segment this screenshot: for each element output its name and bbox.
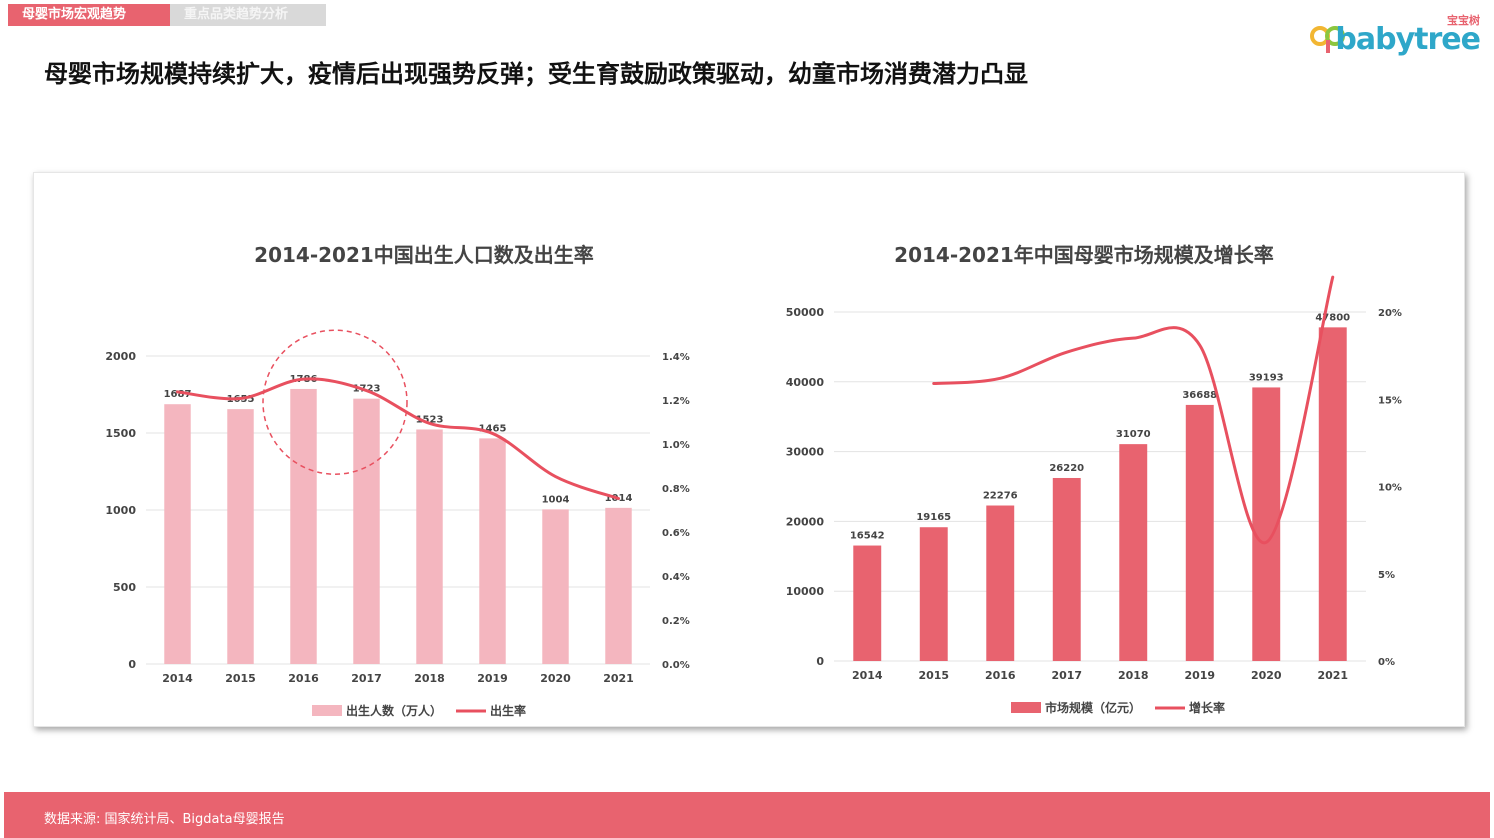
y-tick-right: 20% (1378, 308, 1402, 319)
rate-line (932, 275, 1335, 544)
bar (986, 505, 1015, 661)
legend-line-label: 出生率 (490, 703, 526, 718)
y-tick-left: 2000 (105, 350, 136, 363)
y-tick-right: 1.0% (662, 440, 690, 451)
y-tick-left: 50000 (786, 306, 825, 319)
bar (164, 404, 191, 664)
x-tick-label: 2016 (288, 672, 319, 685)
y-tick-left: 0 (816, 655, 824, 668)
tab-market-macro-trend[interactable]: 母婴市场宏观趋势 (8, 4, 173, 26)
bar (290, 388, 317, 664)
page-headline: 母婴市场规模持续扩大，疫情后出现强势反弹；受生育鼓励政策驱动，幼童市场消费潜力凸… (44, 60, 1028, 88)
rate-line (176, 377, 620, 501)
x-tick-label: 2017 (1051, 669, 1082, 682)
x-tick-label: 2021 (603, 672, 634, 685)
y-tick-right: 0% (1378, 657, 1395, 668)
bar-value-label: 26220 (1049, 463, 1084, 474)
logo-subtitle: 宝宝树 (1447, 14, 1480, 27)
bar (542, 509, 569, 664)
y-tick-left: 1000 (105, 504, 136, 517)
data-source: 数据来源: 国家统计局、Bigdata母婴报告 (44, 812, 285, 827)
y-tick-right: 15% (1378, 395, 1402, 406)
y-tick-left: 30000 (786, 446, 825, 459)
babytree-logo: 宝宝树 babytree (1310, 12, 1481, 57)
bar (1119, 444, 1148, 661)
highlight-circle (262, 329, 408, 475)
y-tick-right: 10% (1378, 483, 1402, 494)
market-chart: 0 10000 20000 30000 40000 50000 0% 5% 10% 15% 20% 1… (786, 275, 1402, 715)
x-tick-label: 2016 (985, 669, 1016, 682)
tree-icon (1310, 26, 1345, 53)
bar (479, 438, 506, 664)
bar (853, 545, 882, 661)
bar (605, 507, 632, 664)
x-tick-label: 2014 (162, 672, 193, 685)
y-tick-left: 10000 (786, 585, 825, 598)
x-tick-label: 2017 (351, 672, 382, 685)
bar-value-label: 1687 (164, 389, 192, 400)
y-tick-right: 1.4% (662, 352, 690, 363)
bar-value-label: 31070 (1116, 429, 1151, 440)
legend-bar-label: 出生人数（万人） (346, 703, 442, 718)
bar-value-label: 47800 (1315, 312, 1350, 323)
x-tick-label: 2020 (540, 672, 571, 685)
x-tick-label: 2015 (225, 672, 256, 685)
bar (919, 527, 948, 661)
y-tick-right: 1.2% (662, 396, 690, 407)
bar-value-label: 39193 (1249, 372, 1284, 383)
bar-value-label: 16542 (850, 531, 885, 542)
x-tick-label: 2018 (414, 672, 445, 685)
y-tick-left: 500 (113, 581, 136, 594)
x-tick-label: 2014 (852, 669, 883, 682)
y-tick-right: 0.2% (662, 616, 690, 627)
bar-value-label: 36688 (1182, 390, 1217, 401)
bar (1052, 477, 1081, 661)
y-tick-right: 0.8% (662, 484, 690, 495)
y-tick-left: 20000 (786, 515, 825, 528)
bar-value-label: 22276 (983, 491, 1018, 502)
footer-bar: 数据来源: 国家统计局、Bigdata母婴报告 (4, 792, 1490, 838)
bar-value-label: 1004 (542, 494, 570, 505)
chart-card: 2014-2021中国出生人口数及出生率 2014-2021年中国母婴市场规模及… (33, 172, 1465, 727)
x-tick-label: 2019 (477, 672, 508, 685)
bar (353, 398, 380, 664)
bar (1252, 387, 1281, 661)
bar (227, 409, 254, 664)
legend-bar-swatch (312, 705, 342, 716)
y-tick-right: 0.6% (662, 528, 690, 539)
legend-bar-label: 市场规模（亿元） (1045, 700, 1141, 715)
tab-key-category-trend[interactable]: 重点品类趋势分析 (170, 4, 326, 26)
legend-line-label: 增长率 (1189, 700, 1225, 715)
bar-value-label: 19165 (916, 512, 951, 523)
legend-bar-swatch (1011, 702, 1041, 713)
y-tick-left: 1500 (105, 427, 136, 440)
x-tick-label: 2021 (1317, 669, 1348, 682)
y-tick-left: 40000 (786, 376, 825, 389)
bar (416, 429, 443, 664)
y-tick-right: 0.0% (662, 660, 690, 671)
bar-value-label: 1523 (416, 414, 444, 425)
bar (1185, 404, 1214, 661)
x-tick-label: 2018 (1118, 669, 1149, 682)
chart-title-births: 2014-2021中国出生人口数及出生率 (254, 243, 594, 267)
x-tick-label: 2015 (918, 669, 949, 682)
x-tick-label: 2019 (1184, 669, 1215, 682)
y-tick-right: 0.4% (662, 572, 690, 583)
bar-value-label: 1465 (479, 423, 507, 434)
logo-text: babytree (1335, 22, 1481, 57)
x-tick-label: 2020 (1251, 669, 1282, 682)
y-tick-right: 5% (1378, 570, 1395, 581)
bar (1318, 327, 1347, 661)
chart-title-market: 2014-2021年中国母婴市场规模及增长率 (894, 243, 1274, 267)
y-tick-left: 0 (128, 658, 136, 671)
births-chart: 0 500 1000 1500 2000 0.0% 0.2% 0.4% 0.6% 0.8% 1.0%… (105, 329, 690, 718)
